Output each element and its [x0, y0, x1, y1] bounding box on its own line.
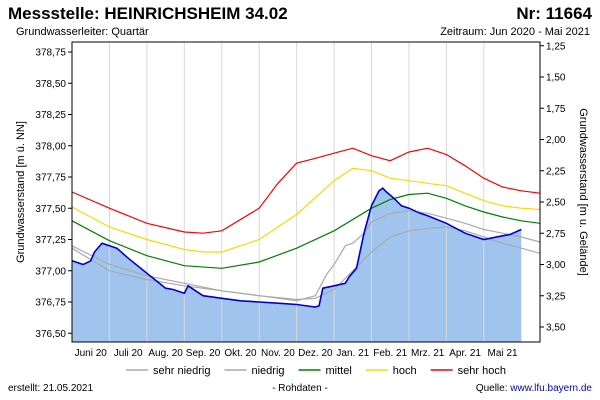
y-left-tick-label: 376,75 — [35, 298, 66, 309]
legend-label: sehr hoch — [458, 365, 506, 377]
x-month-label: Jan. 21 — [336, 348, 369, 359]
y-left-tick-label: 378,50 — [35, 79, 66, 90]
y-right-tick-label: 1,75 — [546, 104, 566, 115]
y-right-tick-label: 3,00 — [546, 260, 566, 271]
legend-label: niedrig — [251, 365, 284, 377]
y-right-tick-label: 1,25 — [546, 41, 566, 52]
y-left-tick-label: 377,75 — [35, 173, 66, 184]
x-month-label: Sep. 20 — [186, 348, 221, 359]
y-left-tick-label: 377,25 — [35, 235, 66, 246]
y-left-tick-label: 376,50 — [35, 329, 66, 340]
x-month-label: Okt. 20 — [224, 348, 257, 359]
y-right-tick-label: 3,25 — [546, 291, 566, 302]
y-right-tick-label: 1,50 — [546, 73, 566, 84]
series-line-niedrig — [71, 210, 541, 302]
source-link[interactable]: www.lfu.bayern.de — [510, 383, 592, 394]
y-right-tick-label: 3,50 — [546, 323, 566, 334]
y-right-tick-label: 2,25 — [546, 166, 566, 177]
y-left-tick-label: 378,00 — [35, 141, 66, 152]
y-right-tick-label: 2,00 — [546, 135, 566, 146]
x-month-label: Mai 21 — [488, 348, 518, 359]
measured-line — [71, 187, 522, 308]
aquifer-label: Grundwasserleiter: Quartär — [16, 26, 149, 38]
y-left-tick-label: 377,50 — [35, 204, 66, 215]
x-month-label: Feb. 21 — [373, 348, 407, 359]
x-month-label: Aug. 20 — [148, 348, 183, 359]
y-left-tick-label: 378,75 — [35, 48, 66, 59]
x-month-label: Apr. 21 — [449, 348, 481, 359]
x-month-label: Juni 20 — [75, 348, 108, 359]
y-right-tick-label: 2,50 — [546, 198, 566, 209]
series-line-hoch — [71, 167, 541, 253]
raw-data-note: - Rohdaten - — [272, 383, 328, 394]
y-right-axis-title: Grundwasserstand [m u. Gelände] — [577, 108, 589, 276]
plot-frame — [71, 41, 541, 343]
x-month-label: Nov. 20 — [261, 348, 295, 359]
series-line-mittel — [71, 192, 541, 269]
x-month-label: Juli 20 — [114, 348, 143, 359]
legend-label: mittel — [326, 365, 352, 377]
series-line-sehr-hoch — [71, 147, 541, 234]
station-title: Messstelle: HEINRICHSHEIM 34.02 — [8, 4, 288, 23]
legend-label: hoch — [393, 365, 417, 377]
period-label: Zeitraum: Jun 2020 - Mai 2021 — [440, 26, 590, 38]
y-left-axis-title: Grundwasserstand [m ü. NN] — [15, 121, 27, 263]
station-number: Nr: 11664 — [516, 4, 592, 23]
x-month-label: Mrz. 21 — [411, 348, 445, 359]
y-right-tick-label: 2,75 — [546, 229, 566, 240]
source-label: Quelle: — [475, 383, 508, 394]
legend-label: sehr niedrig — [153, 365, 210, 377]
series-line-sehr-niedrig — [71, 226, 541, 301]
y-left-tick-label: 378,25 — [35, 110, 66, 121]
created-date: erstellt: 21.05.2021 — [8, 383, 94, 394]
source-credit: Quelle: www.lfu.bayern.de — [476, 383, 592, 394]
y-left-tick-label: 377,00 — [35, 266, 66, 277]
x-month-label: Dez. 20 — [298, 348, 333, 359]
